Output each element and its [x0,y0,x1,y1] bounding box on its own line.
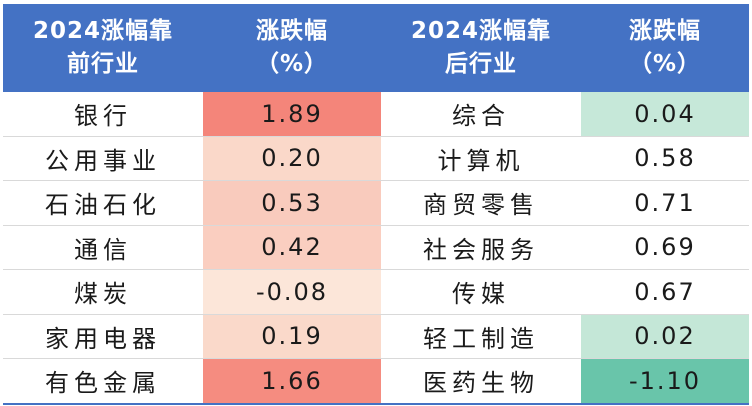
top-industry-change: 1.66 [203,358,381,405]
table-row: 煤炭 -0.08 传媒 0.67 [3,269,749,315]
bottom-industry-name: 传媒 [381,269,581,315]
table-row: 有色金属 1.66 医药生物 -1.10 [3,358,749,405]
header-top-industry: 2024涨幅靠 前行业 [3,4,203,92]
bottom-industry-change: 0.67 [581,269,749,315]
bottom-industry-name: 轻工制造 [381,314,581,359]
industry-performance-table-wrapper: 2024涨幅靠 前行业 涨跌幅 （%） 2024涨幅靠 后行业 涨跌幅 （%） [3,4,749,405]
top-industry-change: 0.42 [203,225,381,270]
header-bottom-change: 涨跌幅 （%） [581,4,749,92]
top-industry-name: 有色金属 [3,358,203,405]
top-industry-change: 0.53 [203,180,381,226]
header-top-change-line1: 涨跌幅 [256,18,328,44]
top-industry-name: 通信 [3,225,203,270]
bottom-industry-change: 0.04 [581,92,749,137]
header-top-industry-line1: 2024涨幅靠 [32,18,173,44]
bottom-industry-change: 0.58 [581,136,749,181]
header-top-change-line2: （%） [255,51,329,77]
bottom-industry-change: -1.10 [581,358,749,405]
bottom-industry-name: 商贸零售 [381,180,581,226]
header-bottom-industry-line1: 2024涨幅靠 [410,18,551,44]
top-industry-name: 公用事业 [3,136,203,181]
header-bottom-change-line2: （%） [628,51,702,77]
header-top-change: 涨跌幅 （%） [203,4,381,92]
bottom-industry-change: 0.02 [581,314,749,359]
top-industry-change: 0.19 [203,314,381,359]
bottom-industry-name: 社会服务 [381,225,581,270]
top-industry-name: 家用电器 [3,314,203,359]
top-industry-change: 1.89 [203,92,381,137]
table-row: 公用事业 0.20 计算机 0.58 [3,136,749,181]
top-industry-name: 煤炭 [3,269,203,315]
header-bottom-industry: 2024涨幅靠 后行业 [381,4,581,92]
table-row: 通信 0.42 社会服务 0.69 [3,225,749,270]
table-row: 家用电器 0.19 轻工制造 0.02 [3,314,749,359]
header-bottom-change-line1: 涨跌幅 [629,18,701,44]
top-industry-name: 银行 [3,92,203,137]
bottom-industry-name: 医药生物 [381,358,581,405]
header-top-industry-line2: 前行业 [67,51,139,77]
bottom-industry-name: 计算机 [381,136,581,181]
bottom-industry-change: 0.71 [581,180,749,226]
top-industry-change: 0.20 [203,136,381,181]
top-industry-change: -0.08 [203,269,381,315]
top-industry-name: 石油石化 [3,180,203,226]
table-row: 石油石化 0.53 商贸零售 0.71 [3,180,749,226]
bottom-industry-change: 0.69 [581,225,749,270]
industry-performance-table: 2024涨幅靠 前行业 涨跌幅 （%） 2024涨幅靠 后行业 涨跌幅 （%） [3,4,749,405]
bottom-industry-name: 综合 [381,92,581,137]
header-bottom-industry-line2: 后行业 [445,51,517,77]
header-row: 2024涨幅靠 前行业 涨跌幅 （%） 2024涨幅靠 后行业 涨跌幅 （%） [3,4,749,92]
table-row: 银行 1.89 综合 0.04 [3,92,749,137]
